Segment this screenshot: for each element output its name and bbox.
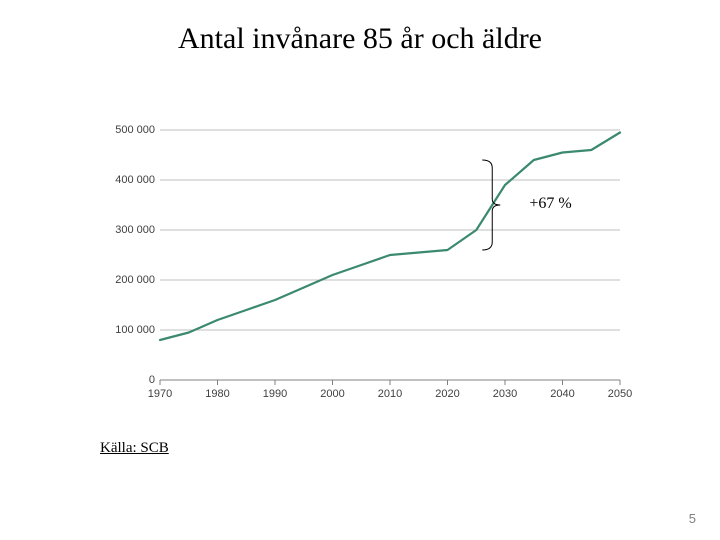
- y-tick-label: 0: [100, 374, 155, 386]
- y-tick-label: 100 000: [100, 324, 155, 336]
- x-tick-label: 2040: [550, 388, 574, 400]
- x-tick-label: 1980: [205, 388, 229, 400]
- line-chart: 0100 000200 000300 000400 000500 0001970…: [100, 130, 620, 410]
- x-tick-label: 2050: [608, 388, 632, 400]
- y-tick-label: 500 000: [100, 124, 155, 136]
- chart-svg: [100, 130, 620, 410]
- y-tick-label: 300 000: [100, 224, 155, 236]
- annotation-label: +67 %: [523, 193, 577, 215]
- y-tick-label: 200 000: [100, 274, 155, 286]
- source-label: Källa: SCB: [100, 440, 169, 457]
- slide: Antal invånare 85 år och äldre 0 100 000 2…: [0, 0, 720, 540]
- x-tick-label: 2010: [378, 388, 402, 400]
- page-number: 5: [689, 511, 696, 526]
- x-tick-label: 2000: [320, 388, 344, 400]
- x-tick-label: 1990: [263, 388, 287, 400]
- page-title: Antal invånare 85 år och äldre: [0, 22, 720, 56]
- x-tick-label: 2020: [435, 388, 459, 400]
- x-tick-label: 2030: [493, 388, 517, 400]
- y-tick-label: 400 000: [100, 174, 155, 186]
- x-tick-label: 1970: [148, 388, 172, 400]
